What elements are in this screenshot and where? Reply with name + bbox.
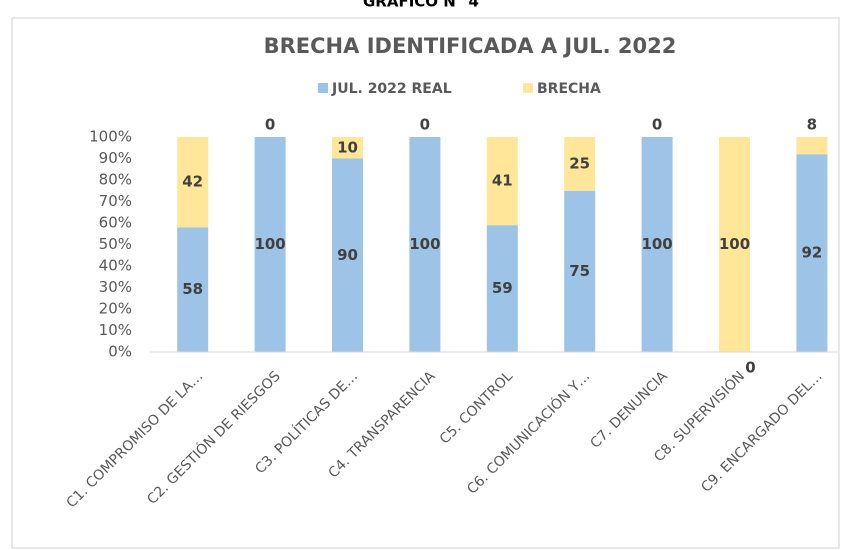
legend-label: BRECHA — [537, 81, 601, 97]
data-label: 8 — [807, 116, 817, 134]
data-label: 0 — [745, 359, 755, 377]
data-label: 41 — [492, 172, 513, 190]
legend-swatch — [318, 83, 328, 93]
bar-segment — [719, 137, 750, 352]
bar-segment — [177, 227, 209, 352]
y-tick-label: 20% — [99, 300, 132, 318]
data-label: 75 — [569, 262, 590, 280]
y-tick-label: 100% — [89, 128, 132, 146]
data-label: 0 — [652, 116, 662, 134]
data-label: 92 — [801, 244, 822, 262]
legend-swatch — [523, 83, 533, 93]
legend-label: JUL. 2022 REAL — [331, 81, 452, 97]
bar-segment — [486, 225, 518, 352]
bar-segment — [409, 137, 441, 352]
data-label: 100 — [641, 235, 672, 253]
y-tick-label: 70% — [99, 192, 132, 210]
y-tick-label: 80% — [99, 171, 132, 189]
bar-segment — [254, 137, 286, 352]
chart-title: BRECHA IDENTIFICADA A JUL. 2022 — [264, 34, 677, 58]
bar-segment — [796, 137, 828, 155]
data-label: 58 — [182, 280, 203, 298]
y-tick-label: 40% — [99, 257, 132, 275]
header: GRÁFICO N° 4 — [363, 0, 479, 11]
data-label: 59 — [492, 279, 513, 297]
bar-segment — [486, 137, 518, 226]
data-label: 100 — [409, 235, 440, 253]
y-tick-label: 0% — [108, 343, 132, 361]
data-label: 0 — [420, 116, 430, 134]
data-label: 90 — [337, 246, 358, 264]
bar-segment — [564, 137, 596, 191]
bar-segment — [564, 190, 596, 352]
y-tick-label: 50% — [99, 235, 132, 253]
data-label: 25 — [569, 154, 590, 172]
data-label: 42 — [182, 173, 203, 191]
bar-segment — [641, 137, 673, 352]
bar-segment — [177, 137, 209, 228]
y-tick-label: 10% — [99, 321, 132, 339]
data-label: 0 — [265, 116, 275, 134]
data-label: 10 — [337, 138, 358, 156]
bar-segment — [332, 137, 363, 159]
data-label: 100 — [719, 235, 750, 253]
data-label: 100 — [254, 235, 285, 253]
y-tick-label: 90% — [99, 149, 132, 167]
bar-segment — [332, 158, 363, 352]
bar-segment — [796, 154, 828, 352]
y-tick-label: 30% — [99, 278, 132, 296]
y-tick-label: 60% — [99, 214, 132, 232]
